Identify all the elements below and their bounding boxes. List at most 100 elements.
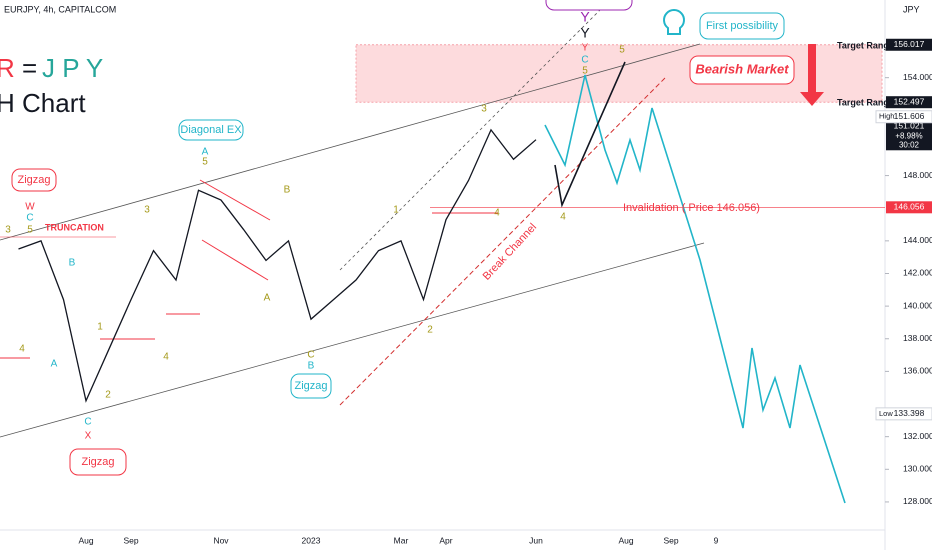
- channel-line: [0, 43, 701, 241]
- box-text: Diagonal EX: [180, 124, 242, 136]
- label-box: [290, 373, 332, 399]
- wave-label: 5: [27, 225, 33, 236]
- symbol-title: EURJPY, 4h, CAPITALCOM: [4, 4, 116, 14]
- truncation: TRUNCATION: [45, 222, 104, 232]
- diag-line: [201, 239, 269, 281]
- y-tick-label: 140.000: [903, 300, 932, 310]
- wave-label: 5: [582, 66, 588, 77]
- target-label: Target Range: [837, 97, 894, 107]
- wave-label: B: [284, 185, 291, 196]
- hl-tag: [875, 407, 932, 421]
- channel-line: [0, 242, 705, 438]
- price-tag-extra: 30:02: [899, 140, 920, 149]
- x-tick-label: Aug: [78, 535, 93, 545]
- x-tick-label: Aug: [618, 535, 633, 545]
- heading-jpy: J P Y: [42, 53, 103, 83]
- y-tick-label: 154.000: [903, 72, 932, 82]
- projection-path: [544, 74, 846, 504]
- diag-line: [199, 179, 271, 221]
- wave-label: A: [202, 147, 209, 158]
- wave-label: 2: [427, 325, 433, 336]
- wave-label: B: [308, 361, 315, 372]
- wave-label: 3: [144, 205, 150, 216]
- x-tick-label: 9: [714, 535, 719, 545]
- box-text: Zigzag: [81, 456, 114, 468]
- alt-projection: [554, 61, 626, 208]
- y-tick-label: 130.000: [903, 464, 932, 474]
- x-tick-label: 2023: [302, 535, 321, 545]
- box-text: First possibility: [706, 20, 779, 32]
- price-tag: [886, 38, 932, 51]
- label-box: [11, 168, 57, 192]
- price-line: [18, 128, 537, 403]
- x-tick-label: Jun: [529, 535, 543, 545]
- wave-label: B: [69, 258, 76, 269]
- wave-label: 5: [619, 45, 625, 56]
- wave-label: X: [85, 431, 92, 442]
- x-tick-label: Nov: [213, 535, 229, 545]
- target-label: Target Range: [837, 40, 894, 50]
- price-tag: [886, 201, 932, 214]
- cropped-box: [545, 0, 633, 11]
- wave-label: C: [307, 350, 314, 361]
- wave-label: 1: [393, 205, 399, 216]
- price-tag: [886, 96, 932, 109]
- invalidation: Invalidation ( Price 146.056): [623, 202, 760, 214]
- wave-label: 4: [163, 352, 169, 363]
- x-tick-label: Sep: [663, 535, 678, 545]
- wave-label: 2: [105, 390, 111, 401]
- wave-label: Y: [582, 43, 589, 54]
- wave-label: C: [581, 55, 588, 66]
- wave-label: 4: [494, 208, 500, 219]
- wave-label: Y: [580, 9, 590, 25]
- label-box: [699, 12, 785, 40]
- y-tick-label: 128.000: [903, 496, 932, 506]
- y-tick-label: 144.000: [903, 235, 932, 245]
- heading-eq: =: [22, 53, 37, 83]
- wave-label: 4: [19, 344, 25, 355]
- y-tick-label: 148.000: [903, 170, 932, 180]
- wave-label: 3: [481, 104, 487, 115]
- hl-label: 133.398: [894, 408, 925, 418]
- x-tick-label: Apr: [439, 535, 452, 545]
- hl-tag: [875, 110, 932, 124]
- x-tick-label: Mar: [394, 535, 409, 545]
- price-tag-extra: +8.98%: [895, 131, 922, 140]
- label-box: [178, 119, 244, 141]
- wave-label: W: [25, 202, 35, 213]
- hl-name: Low: [879, 409, 893, 418]
- wave-label: A: [264, 293, 271, 304]
- wave-label: A: [51, 359, 58, 370]
- wave-label: 3: [5, 225, 11, 236]
- wave-label: 1: [97, 322, 103, 333]
- wave-label: 4: [560, 212, 566, 223]
- y-tick-label: 138.000: [903, 333, 932, 343]
- box-text: Zigzag: [17, 174, 50, 186]
- price-tag-label: 152.497: [894, 96, 925, 106]
- bulb-icon: [663, 9, 685, 35]
- price-tag-label: 146.056: [894, 202, 925, 212]
- arrow-down: [800, 44, 824, 106]
- price-tag: [886, 120, 932, 151]
- y-tick-label: 132.000: [903, 431, 932, 441]
- wave-label: C: [26, 213, 33, 224]
- box-text: Bearish Market: [695, 61, 789, 76]
- price-tag-label: 151.021: [894, 121, 925, 131]
- box-text: Zigzag: [294, 380, 327, 392]
- wave-label: C: [84, 417, 91, 428]
- hl-name: High: [879, 112, 894, 121]
- heading-r: R: [0, 53, 15, 83]
- x-tick-label: Sep: [123, 535, 138, 545]
- label-box: [69, 448, 127, 476]
- label-box: [689, 55, 795, 85]
- y-tick-label: 136.000: [903, 366, 932, 376]
- break-line: [339, 77, 666, 406]
- heading-chart: H Chart: [0, 88, 86, 118]
- hl-label: 151.606: [894, 111, 925, 121]
- trend-line: [339, 0, 611, 271]
- y-tick-label: 142.000: [903, 268, 932, 278]
- currency: JPY: [903, 4, 920, 14]
- wave-label: 5: [202, 157, 208, 168]
